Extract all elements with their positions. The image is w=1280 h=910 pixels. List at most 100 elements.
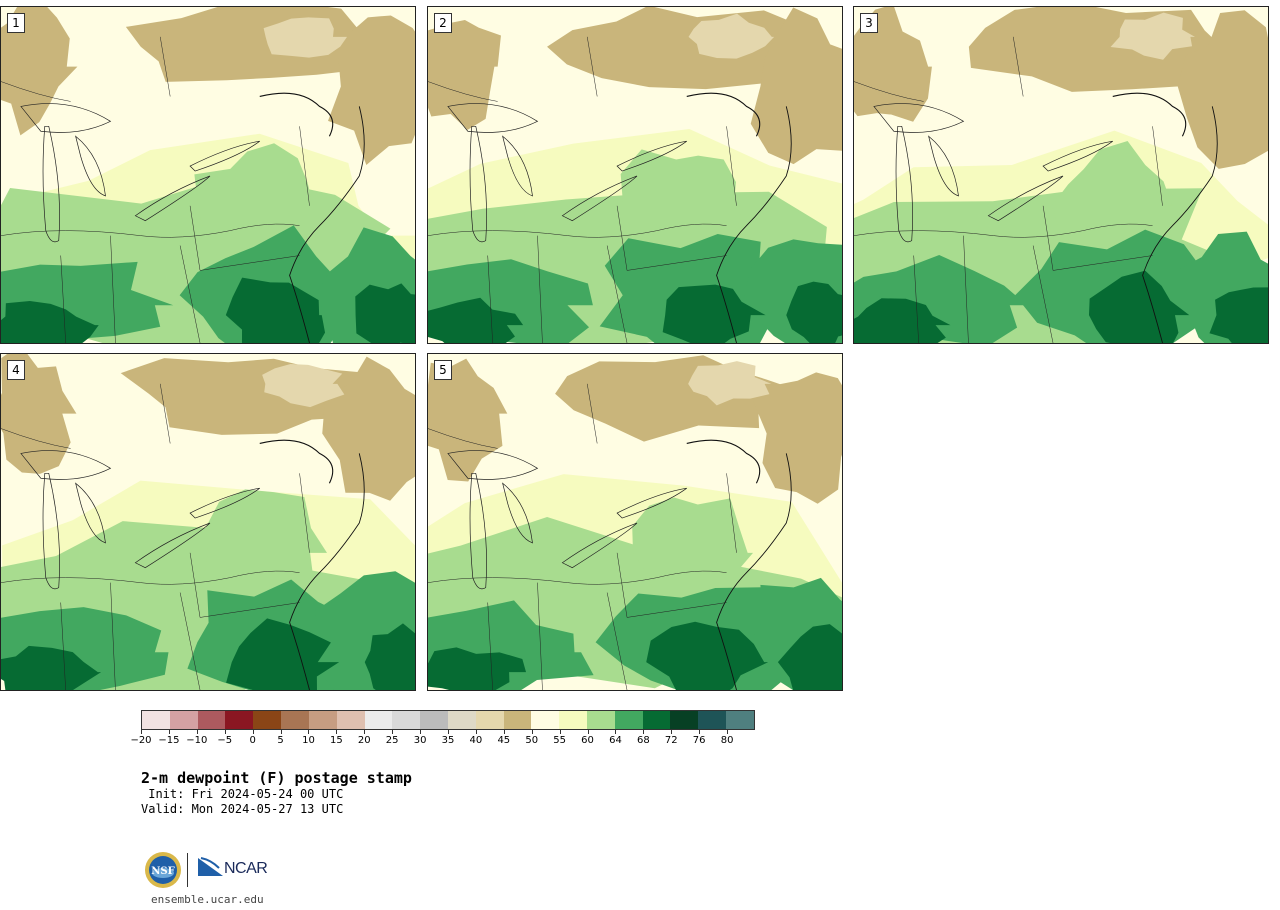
- stamp-panel-4: 4: [0, 353, 416, 691]
- boundary-line: [1, 81, 71, 102]
- dewpoint-region: [646, 621, 769, 690]
- valid-time: Valid: Mon 2024-05-27 13 UTC: [141, 802, 344, 816]
- dewpoint-map-5: [428, 354, 842, 690]
- colorbar-swatch: [364, 711, 393, 729]
- boundary-line: [20, 103, 112, 133]
- boundary-line: [428, 81, 498, 102]
- boundary-line: [616, 487, 687, 519]
- boundary-line: [616, 140, 687, 172]
- boundary-line: [447, 103, 539, 133]
- member-label-2: 2: [434, 13, 452, 33]
- colorbar-swatch: [197, 711, 226, 729]
- colorbar-swatch: [281, 711, 309, 729]
- boundary-line: [289, 453, 365, 690]
- colorbar-tick-label: 5: [277, 735, 284, 746]
- stamp-panel-3: 3: [853, 6, 1269, 344]
- boundary-line: [428, 428, 498, 449]
- ncar-logo-text: NCAR: [224, 860, 268, 877]
- boundary-line: [134, 522, 211, 569]
- member-label-4: 4: [7, 360, 25, 380]
- colorbar-tick-label: 55: [553, 735, 566, 746]
- dewpoint-region: [854, 7, 932, 122]
- boundary-line: [299, 126, 310, 206]
- dewpoint-region: [355, 283, 415, 343]
- colorbar-swatch: [531, 711, 560, 729]
- colorbar-tick-label: −5: [217, 735, 233, 746]
- boundary-line: [1, 428, 71, 449]
- colorbar-tick-label: −15: [158, 735, 180, 746]
- colorbar-tick: [196, 730, 198, 734]
- colorbar-tick-label: 50: [525, 735, 539, 746]
- colorbar-tick: [252, 730, 254, 734]
- boundary-line: [42, 125, 60, 243]
- colorbar-tick: [671, 730, 673, 734]
- colorbar-tick: [643, 730, 645, 734]
- colorbar-tick: [503, 730, 505, 734]
- boundary-line: [561, 522, 638, 569]
- boundary-line: [686, 92, 761, 137]
- nsf-logo-text: NSF: [151, 866, 174, 877]
- colorbar-swatch: [225, 711, 254, 729]
- boundary-line: [1042, 205, 1153, 271]
- boundary-line: [616, 552, 727, 618]
- member-label-1: 1: [7, 13, 25, 33]
- nsf-logo-icon: NSF: [145, 852, 181, 888]
- stamp-panel-1: 1: [0, 6, 416, 344]
- boundary-line: [1, 223, 300, 238]
- colorbar-tick-label: 25: [385, 735, 399, 746]
- boundary-line: [716, 106, 792, 343]
- boundary-line: [60, 255, 66, 343]
- colorbar-tick-label: 35: [441, 735, 455, 746]
- dewpoint-region: [1, 354, 77, 474]
- colorbar-tick: [224, 730, 226, 734]
- logo-divider: [187, 853, 188, 887]
- colorbar-tick-label: 60: [581, 735, 594, 746]
- dewpoint-region: [688, 13, 775, 59]
- colorbar-swatch: [420, 711, 448, 729]
- boundary-line: [428, 223, 727, 238]
- init-time: Init: Fri 2024-05-24 00 UTC: [141, 787, 344, 801]
- colorbar-tick-label: 0: [249, 735, 256, 746]
- colorbar-tick-label: 68: [636, 735, 650, 746]
- colorbar-swatch: [670, 711, 699, 729]
- boundary-line: [1, 570, 300, 585]
- boundary-line: [1032, 245, 1054, 343]
- boundary-line: [913, 255, 919, 343]
- boundary-line: [469, 125, 487, 243]
- colorbar-tick-label: 76: [692, 735, 706, 746]
- colorbar-swatch: [503, 711, 532, 729]
- boundary-line: [75, 482, 106, 544]
- boundary-line: [487, 602, 493, 690]
- boundary-line: [299, 473, 310, 553]
- boundary-line: [259, 439, 334, 484]
- dewpoint-region: [322, 356, 415, 501]
- boundary-line: [537, 582, 543, 690]
- dewpoint-region: [786, 281, 842, 343]
- dewpoint-region: [1, 301, 99, 343]
- dewpoint-region: [428, 647, 527, 690]
- boundary-line: [189, 205, 300, 271]
- boundary-line: [586, 383, 598, 444]
- colorbar-tick-label: 20: [357, 735, 371, 746]
- boundary-line: [428, 570, 727, 585]
- boundary-line: [1112, 92, 1187, 137]
- colorbar-tick: [615, 730, 617, 734]
- boundary-line: [987, 175, 1064, 222]
- dewpoint-region: [364, 623, 415, 690]
- colorbar-tick-label: 30: [413, 735, 427, 746]
- boundary-line: [469, 472, 487, 590]
- boundary-line: [1042, 140, 1113, 172]
- ncar-logo-icon: [198, 857, 223, 876]
- boundary-line: [502, 482, 533, 544]
- colorbar-tick-label: 45: [497, 735, 511, 746]
- colorbar-tick: [699, 730, 701, 734]
- boundary-line: [726, 473, 737, 553]
- colorbar-tick: [587, 730, 589, 734]
- colorbar-swatch: [142, 711, 170, 729]
- dewpoint-map-3: [854, 7, 1268, 343]
- dewpoint-colorbar: [141, 710, 755, 730]
- dewpoint-region: [751, 372, 842, 504]
- colorbar-tick-label: 15: [329, 735, 343, 746]
- boundary-line: [606, 592, 628, 690]
- boundary-line: [289, 106, 365, 343]
